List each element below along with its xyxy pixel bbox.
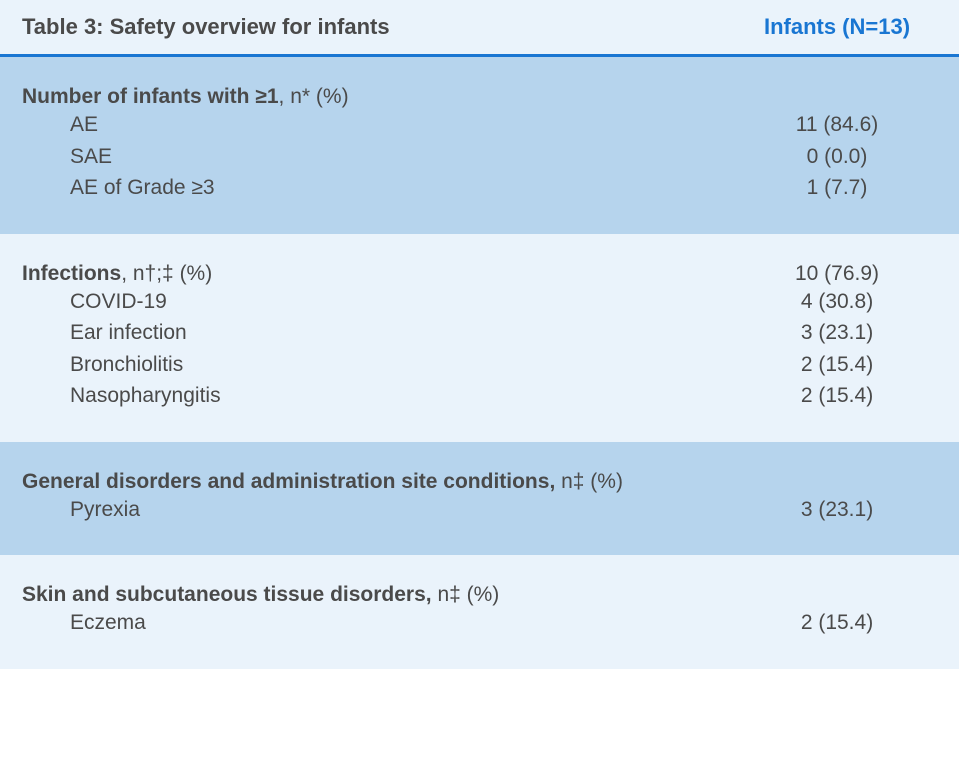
section-label: Skin and subcutaneous tissue disorders, … — [22, 583, 737, 607]
row-label: AE of Grade ≥3 — [70, 172, 737, 204]
section-label: Number of infants with ≥1, n* (%) — [22, 85, 737, 109]
section-header: Number of infants with ≥1, n* (%) — [22, 85, 937, 109]
table-row: AE11 (84.6) — [22, 109, 937, 141]
row-label: AE — [70, 109, 737, 141]
section-header: Infections, n†;‡ (%)10 (76.9) — [22, 262, 937, 286]
section-label-bold: Infections — [22, 262, 121, 285]
table-value-header: Infants (N=13) — [737, 14, 937, 40]
table-section: General disorders and administration sit… — [0, 442, 959, 556]
row-label: Bronchiolitis — [70, 349, 737, 381]
safety-table: Table 3: Safety overview for infants Inf… — [0, 0, 959, 669]
row-value: 3 (23.1) — [737, 317, 937, 349]
table-row: Ear infection3 (23.1) — [22, 317, 937, 349]
row-label: Eczema — [70, 607, 737, 639]
table-section: Number of infants with ≥1, n* (%)AE11 (8… — [0, 57, 959, 234]
row-value: 11 (84.6) — [737, 109, 937, 141]
table-row: COVID-194 (30.8) — [22, 286, 937, 318]
table-row: Nasopharyngitis2 (15.4) — [22, 380, 937, 412]
section-header-value: 10 (76.9) — [737, 262, 937, 286]
section-label-suffix: , n* (%) — [279, 85, 349, 108]
table-row: Bronchiolitis2 (15.4) — [22, 349, 937, 381]
section-header: Skin and subcutaneous tissue disorders, … — [22, 583, 937, 607]
section-label: Infections, n†;‡ (%) — [22, 262, 737, 286]
row-label: Ear infection — [70, 317, 737, 349]
table-row: SAE0 (0.0) — [22, 141, 937, 173]
row-value: 0 (0.0) — [737, 141, 937, 173]
section-label-bold: General disorders and administration sit… — [22, 470, 555, 493]
row-value: 2 (15.4) — [737, 607, 937, 639]
row-label: Nasopharyngitis — [70, 380, 737, 412]
section-header: General disorders and administration sit… — [22, 470, 937, 494]
section-label-suffix: n‡ (%) — [555, 470, 623, 493]
table-header-row: Table 3: Safety overview for infants Inf… — [0, 0, 959, 57]
table-row: AE of Grade ≥31 (7.7) — [22, 172, 937, 204]
section-label-bold: Skin and subcutaneous tissue disorders, — [22, 583, 432, 606]
section-label-suffix: n‡ (%) — [432, 583, 500, 606]
row-value: 3 (23.1) — [737, 494, 937, 526]
row-value: 2 (15.4) — [737, 349, 937, 381]
table-section: Skin and subcutaneous tissue disorders, … — [0, 555, 959, 669]
table-title: Table 3: Safety overview for infants — [22, 14, 737, 40]
row-label: Pyrexia — [70, 494, 737, 526]
row-value: 4 (30.8) — [737, 286, 937, 318]
row-value: 1 (7.7) — [737, 172, 937, 204]
table-row: Eczema2 (15.4) — [22, 607, 937, 639]
section-label-suffix: , n†;‡ (%) — [121, 262, 212, 285]
section-label-bold: Number of infants with ≥1 — [22, 85, 279, 108]
table-section: Infections, n†;‡ (%)10 (76.9)COVID-194 (… — [0, 234, 959, 442]
table-row: Pyrexia3 (23.1) — [22, 494, 937, 526]
row-label: COVID-19 — [70, 286, 737, 318]
row-label: SAE — [70, 141, 737, 173]
section-label: General disorders and administration sit… — [22, 470, 737, 494]
row-value: 2 (15.4) — [737, 380, 937, 412]
